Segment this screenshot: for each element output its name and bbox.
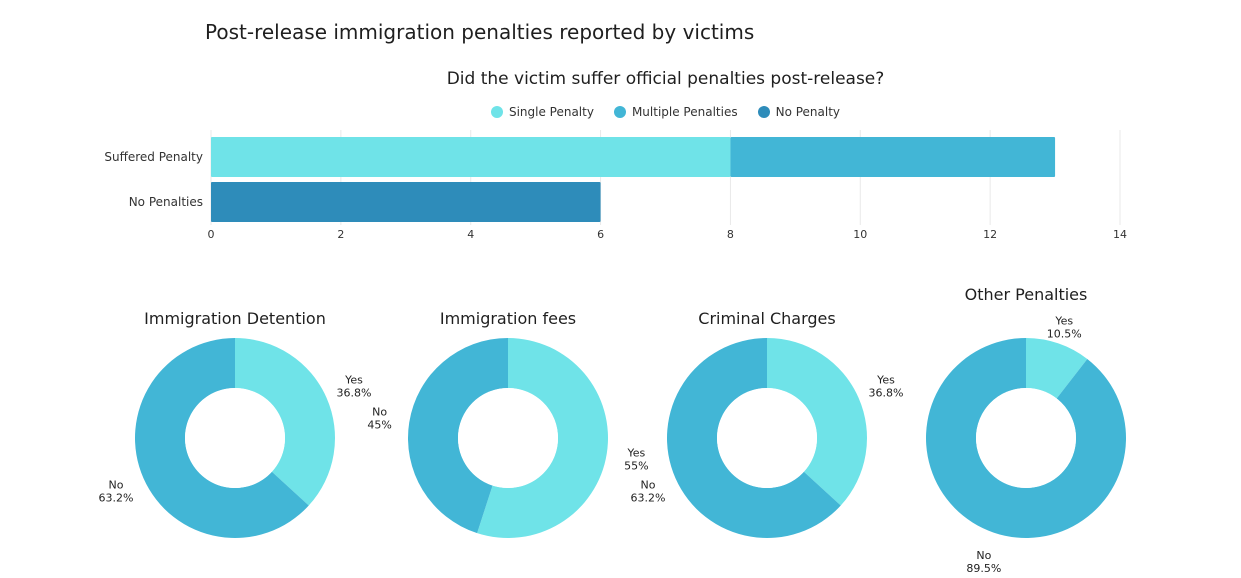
legend-label-multiple-penalties: Multiple Penalties [631, 105, 738, 119]
slice-label-name: Yes [344, 374, 363, 387]
slice-label-name: No [976, 549, 991, 562]
legend-item-single-penalty[interactable]: Single Penalty [490, 105, 594, 119]
pie-title: Criminal Charges [698, 309, 835, 328]
x-tick-label: 10 [853, 228, 867, 241]
slice-label-value: 55% [624, 459, 648, 472]
page-title: Post-release immigration penalties repor… [205, 20, 755, 44]
bar-segment [211, 137, 731, 177]
x-tick-label: 8 [727, 228, 734, 241]
pie-slice [134, 337, 309, 538]
x-tick-label: 6 [597, 228, 604, 241]
slice-label-value: 63.2% [99, 491, 134, 504]
bar-chart-legend: Single Penalty Multiple Penalties No Pen… [0, 105, 1241, 119]
slice-label-name: Yes [1054, 314, 1073, 327]
pie-slice [925, 338, 1126, 538]
legend-item-no-penalty[interactable]: No Penalty [757, 105, 841, 119]
bar-chart-title: Did the victim suffer official penalties… [446, 69, 885, 89]
pie-slice [666, 337, 841, 538]
legend-label-single-penalty: Single Penalty [508, 105, 594, 119]
slice-label-value: 36.8% [337, 387, 372, 400]
donut-hole [185, 388, 285, 488]
legend-label-no-penalty: No Penalty [775, 105, 841, 119]
slice-label-name: No [641, 478, 656, 491]
legend-swatch-multiple-penalties [613, 106, 626, 118]
slice-label-name: Yes [627, 446, 646, 459]
x-tick-label: 14 [1113, 228, 1127, 241]
slice-label-value: 63.2% [631, 491, 666, 504]
pie-slice [767, 337, 867, 506]
x-tick-label: 4 [467, 228, 474, 241]
slice-label-value: 10.5% [1047, 327, 1082, 340]
donut-hole [458, 388, 558, 488]
slice-label-value: 89.5% [966, 562, 1001, 575]
slice-label-value: 45% [367, 419, 391, 432]
donut-hole [976, 388, 1076, 488]
donut-hole [717, 388, 817, 488]
slice-label-name: Yes [876, 374, 895, 387]
x-tick-label: 0 [208, 228, 215, 241]
y-category-label: Suffered Penalty [104, 150, 203, 164]
slice-label-value: 36.8% [869, 387, 904, 400]
bar-segment [730, 137, 1056, 177]
legend-swatch-single-penalty [490, 106, 503, 118]
pie-slice [477, 338, 608, 538]
slice-label-name: No [109, 478, 124, 491]
bar-segment [211, 182, 601, 222]
legend-swatch-no-penalty [757, 106, 770, 118]
y-category-label: No Penalties [129, 195, 203, 209]
pie-title: Immigration fees [440, 309, 576, 328]
legend-item-multiple-penalties[interactable]: Multiple Penalties [613, 105, 738, 119]
pie-slice [235, 337, 335, 506]
x-tick-label: 2 [337, 228, 344, 241]
pie-title: Immigration Detention [144, 309, 326, 328]
pie-slice [1026, 338, 1088, 399]
slice-label-name: No [372, 406, 387, 419]
pie-title: Other Penalties [965, 285, 1088, 304]
x-tick-label: 12 [983, 228, 997, 241]
pie-slice [407, 338, 508, 534]
